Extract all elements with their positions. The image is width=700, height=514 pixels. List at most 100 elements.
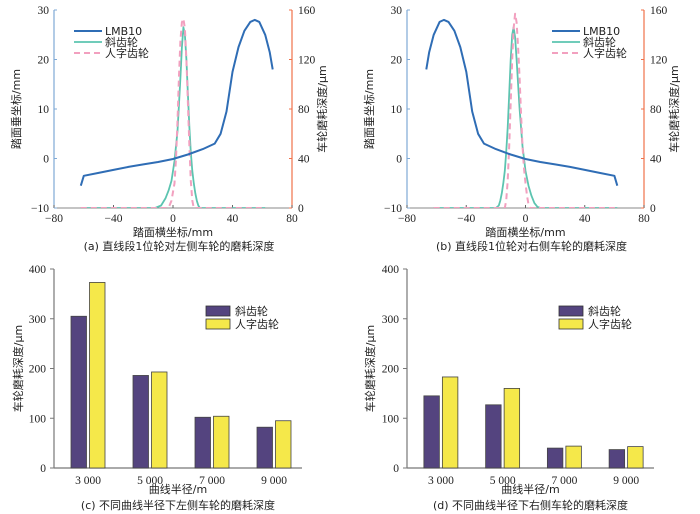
y-axis-title: 踏面垂坐标/mm bbox=[362, 69, 376, 149]
y2-tick-label: 80 bbox=[298, 104, 310, 116]
y-tick-label: 200 bbox=[382, 364, 400, 376]
x-axis-title: 曲线半径/m bbox=[149, 482, 207, 496]
chart-caption: (a) 直线段1位轮对左侧车轮的磨耗深度 bbox=[84, 239, 275, 253]
lmb10-line bbox=[425, 18, 619, 186]
chart-caption: (c) 不同曲线半径下左侧车轮的磨耗深度 bbox=[81, 498, 275, 512]
chart-panel-a: −80 −40 0 40 80 −10 0 10 20 30 0 40 80 120 160 LMB10斜齿轮… bbox=[9, 5, 329, 253]
bar-herringbone-gear bbox=[627, 446, 644, 469]
y-tick-label: 200 bbox=[29, 364, 47, 376]
legend-label: 斜齿轮 bbox=[235, 304, 268, 318]
chart-caption: (d) 不同曲线半径下右侧车轮的磨耗深度 bbox=[433, 498, 628, 512]
helical-gear-line bbox=[433, 26, 618, 208]
y-tick-label: 300 bbox=[382, 314, 400, 326]
legend-label: 斜齿轮 bbox=[588, 304, 621, 318]
y2-tick-label: 160 bbox=[298, 5, 316, 17]
x-tick-label: 9 000 bbox=[613, 475, 639, 487]
legend-swatch-bar-helical-gear bbox=[558, 305, 584, 317]
x-axis-title: 踏面横坐标/mm bbox=[485, 225, 565, 239]
bar-herringbone-gear bbox=[89, 282, 106, 469]
x-tick-label: −80 bbox=[398, 213, 416, 225]
bar-herringbone-gear bbox=[213, 415, 230, 469]
legend-label: 人字齿轮 bbox=[105, 46, 149, 60]
legend-label: 人字齿轮 bbox=[583, 46, 627, 60]
y2-tick-label: 80 bbox=[650, 104, 662, 116]
bar-herringbone-gear bbox=[441, 376, 459, 469]
y2-tick-label: 40 bbox=[650, 154, 662, 166]
bar-helical-gear bbox=[608, 449, 626, 469]
bar-helical-gear bbox=[485, 404, 502, 469]
x-tick-label: 7 000 bbox=[199, 475, 225, 487]
x-tick-label: 9 000 bbox=[261, 475, 287, 487]
y2-axis-title: 车轮磨耗深度/μm bbox=[667, 65, 681, 152]
y-tick-label: 0 bbox=[40, 463, 46, 475]
x-tick-label: 3 000 bbox=[75, 475, 101, 487]
bar-helical-gear bbox=[132, 375, 149, 469]
herringbone-gear-line bbox=[80, 17, 266, 208]
y2-tick-label: 40 bbox=[298, 154, 310, 166]
legend-label: 人字齿轮 bbox=[588, 317, 632, 331]
legend-label: LMB10 bbox=[105, 25, 142, 38]
y-tick-label: 0 bbox=[43, 154, 49, 166]
y2-tick-label: 120 bbox=[298, 55, 316, 67]
bar-helical-gear bbox=[546, 447, 564, 469]
y-tick-label: 30 bbox=[38, 5, 50, 17]
y-tick-label: 20 bbox=[391, 55, 403, 67]
x-axis-title: 踏面横坐标/mm bbox=[133, 225, 213, 239]
helical-gear-line bbox=[80, 26, 266, 208]
x-tick-label: −40 bbox=[457, 213, 475, 225]
bar-herringbone-gear bbox=[503, 387, 521, 469]
herringbone-gear-line bbox=[433, 12, 618, 208]
y-tick-label: 0 bbox=[393, 463, 399, 475]
y-tick-label: −10 bbox=[31, 203, 49, 215]
chart-panel-c: 0 100 200 300 400 3 000 5 000 7 000 9 000 斜齿轮人字齿轮… bbox=[11, 264, 302, 512]
x-tick-label: −40 bbox=[105, 213, 123, 225]
x-tick-label: −80 bbox=[45, 213, 63, 225]
x-tick-label: 7 000 bbox=[551, 475, 577, 487]
y-axis-title: 车轮磨耗深度/μm bbox=[363, 325, 377, 412]
x-tick-label: 3 000 bbox=[428, 475, 454, 487]
legend-label: 人字齿轮 bbox=[235, 317, 279, 331]
y2-axis-title: 车轮磨耗深度/μm bbox=[315, 65, 329, 152]
y-axis-title: 踏面垂坐标/mm bbox=[9, 69, 23, 149]
y-tick-label: 10 bbox=[38, 104, 50, 116]
y-tick-label: 10 bbox=[391, 104, 403, 116]
bar-helical-gear bbox=[194, 416, 211, 469]
legend-swatch-bar-herringbone-gear bbox=[205, 318, 231, 330]
y-tick-label: 100 bbox=[29, 413, 47, 425]
y-tick-label: −10 bbox=[384, 203, 402, 215]
legend-label: LMB10 bbox=[583, 25, 620, 38]
lmb10-line bbox=[79, 18, 274, 186]
chart-panel-d: 0 100 200 300 400 3 000 5 000 7 000 9 000 斜齿轮人字齿轮… bbox=[363, 264, 654, 512]
x-axis-title: 曲线半径/m bbox=[501, 482, 559, 496]
chart-panel-b: −80 −40 0 40 80 −10 0 10 20 30 0 40 80 120 160 LMB10斜齿轮… bbox=[362, 5, 681, 253]
y-tick-label: 0 bbox=[396, 154, 402, 166]
y-tick-label: 400 bbox=[29, 264, 47, 276]
legend-label: 斜齿轮 bbox=[583, 35, 616, 49]
bar-helical-gear bbox=[70, 315, 87, 469]
legend-swatch-bar-herringbone-gear bbox=[558, 318, 584, 330]
y2-tick-label: 0 bbox=[650, 203, 656, 215]
bar-herringbone-gear bbox=[275, 420, 292, 469]
y-tick-label: 20 bbox=[38, 55, 50, 67]
bar-helical-gear bbox=[256, 426, 273, 469]
x-tick-label: 80 bbox=[638, 213, 650, 225]
y-tick-label: 100 bbox=[382, 413, 400, 425]
y-tick-label: 400 bbox=[382, 264, 400, 276]
x-tick-label: 40 bbox=[579, 213, 591, 225]
x-tick-label: 0 bbox=[170, 213, 176, 225]
x-tick-label: 5 000 bbox=[490, 475, 516, 487]
y2-tick-label: 120 bbox=[650, 55, 668, 67]
x-tick-label: 5 000 bbox=[137, 475, 163, 487]
x-tick-label: 0 bbox=[523, 213, 529, 225]
y2-tick-label: 0 bbox=[298, 203, 304, 215]
bar-herringbone-gear bbox=[151, 371, 168, 469]
legend-label: 斜齿轮 bbox=[105, 35, 138, 49]
y-axis-title: 车轮磨耗深度/μm bbox=[11, 325, 25, 412]
y-tick-label: 30 bbox=[391, 5, 403, 17]
x-tick-label: 80 bbox=[286, 213, 298, 225]
chart-caption: (b) 直线段1位轮对右侧车轮的磨耗深度 bbox=[436, 239, 627, 253]
bar-herringbone-gear bbox=[565, 445, 582, 469]
y-tick-label: 300 bbox=[29, 314, 47, 326]
bar-helical-gear bbox=[423, 395, 440, 469]
